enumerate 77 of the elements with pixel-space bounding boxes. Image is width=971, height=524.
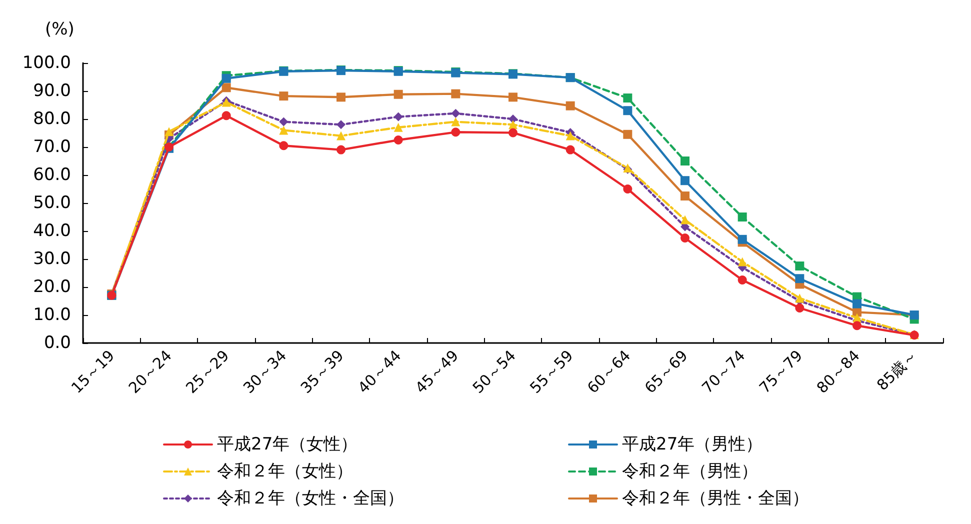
point [508,128,518,138]
point [451,108,460,118]
legend-label: 令和２年（女性） [217,462,353,482]
x-tick-label: 35～39 [297,346,348,397]
y-tick-label: 30.0 [33,249,71,269]
point [680,215,690,224]
point [795,262,804,270]
x-tick-label: 25～29 [182,346,233,397]
point [738,257,747,266]
point [680,192,690,200]
y-tick-label: 20.0 [33,277,71,297]
point [623,184,632,194]
point [852,299,862,308]
point [680,176,690,186]
x-tick-label: 70～74 [698,346,749,397]
point [508,92,518,102]
point [336,145,346,154]
point [336,120,346,130]
point [394,112,403,122]
point [566,145,575,154]
point [394,136,403,144]
point [508,114,518,124]
x-tick-label: 50～54 [469,346,520,397]
point [394,122,403,132]
x-tick-label: 60～64 [584,346,634,397]
point [566,131,575,140]
y-tick-label: 70.0 [33,137,71,157]
point [222,83,231,92]
point [795,294,804,303]
point [164,127,174,136]
legend-label: 令和２年（男性） [622,462,758,482]
point [508,120,518,130]
x-tick-label: 75～79 [756,346,806,397]
point [680,234,690,242]
point [738,234,747,244]
x-tick-label: 20～24 [125,346,176,397]
y-tick-label: 100.0 [22,53,71,73]
point [795,304,804,312]
point [623,106,632,116]
point [222,74,231,83]
point [279,126,288,135]
x-tick-label: 80～84 [813,346,864,397]
point [279,92,288,101]
point [852,321,862,330]
y-axis-title: (%) [45,20,74,40]
point [623,130,632,139]
point [566,101,575,110]
x-tick-label: 55～59 [526,346,577,397]
point [336,131,346,140]
y-tick-label: 50.0 [33,193,71,213]
point [279,117,288,126]
y-tick-label: 90.0 [33,81,71,101]
x-tick-label: 85歳～ [873,346,921,394]
point [451,89,460,98]
point [279,141,288,150]
point [451,117,460,126]
x-tick-label: 65～69 [641,346,692,397]
x-tick-label: 40～44 [354,346,405,397]
x-tick-label: 45～49 [412,346,462,397]
y-tick-label: 60.0 [33,165,71,185]
y-tick-label: 80.0 [33,109,71,129]
point [222,111,231,120]
y-tick-label: 40.0 [33,221,71,241]
point [336,92,346,102]
point [623,94,632,102]
legend-label: 平成27年（女性） [217,434,358,454]
point [738,212,747,222]
point [795,274,804,284]
point [451,128,460,137]
x-tick-label: 30～34 [240,346,290,397]
y-tick-label: 10.0 [33,305,71,325]
legend-label: 令和２年（男性・全国） [622,488,809,508]
legend-label: 令和２年（女性・全国） [217,488,404,508]
point [738,276,747,284]
point [394,90,403,99]
point [680,156,690,166]
legend-label: 平成27年（男性） [622,434,763,454]
